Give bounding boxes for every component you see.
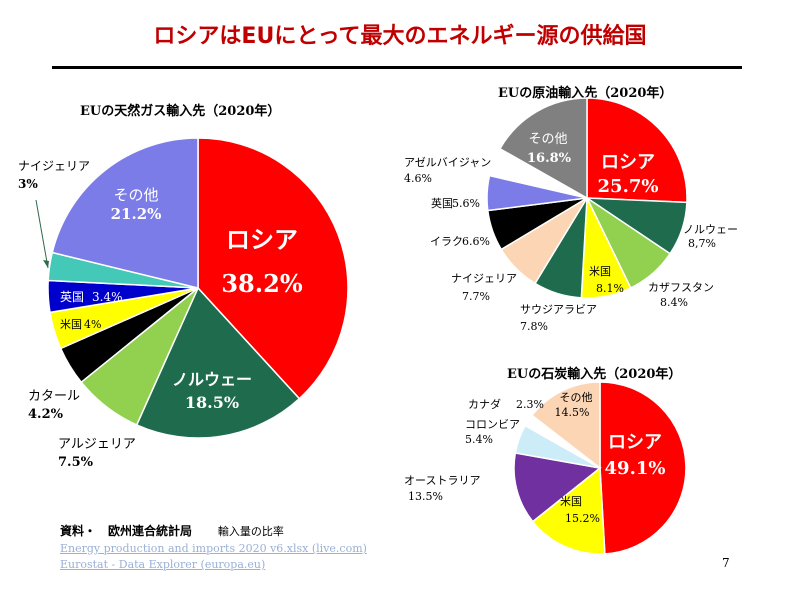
oil-label-1: ノルウェー <box>683 223 738 236</box>
oil-value-9: 16.8% <box>527 151 572 166</box>
oil-label-0: ロシア <box>601 152 655 173</box>
oil-value-7: 5.6% <box>452 197 480 210</box>
coal-label-2: オーストラリア <box>404 474 480 487</box>
oil-slice-9 <box>498 97 588 200</box>
oil-chart-title: EUの原油輸入先（2020年） <box>498 86 673 101</box>
source-note: 輸入量の比率 <box>217 525 284 538</box>
gas-slice-7 <box>51 137 199 289</box>
oil-value-3: 8.1% <box>596 282 624 295</box>
gas-label-1: ノルウェー <box>172 370 252 389</box>
coal-value-4: 2.3% <box>516 398 544 411</box>
oil-value-6: 6.6% <box>462 235 490 248</box>
gas-value-5: 3.4% <box>92 290 123 304</box>
oil-label-4: サウジアラビア <box>520 303 597 316</box>
gas-value-1: 18.5% <box>185 393 239 412</box>
oil-label-6: イラク <box>430 235 463 248</box>
coal-chart-title: EUの石炭輸入先（2020年） <box>507 367 682 382</box>
gas-label-5: 英国 <box>60 290 84 304</box>
oil-value-5: 7.7% <box>462 290 490 303</box>
oil-label-2: カザフスタン <box>648 281 714 294</box>
coal-value-1: 15.2% <box>565 512 600 525</box>
gas-value-7: 21.2% <box>111 205 162 223</box>
gas-pointer-arrow-icon <box>43 260 49 268</box>
oil-value-4: 7.8% <box>520 320 548 333</box>
coal-label-5: その他 <box>560 391 593 404</box>
gas-label-3: カタール <box>28 389 80 404</box>
coal-slice-1 <box>531 466 606 555</box>
coal-label-4: カナダ <box>468 397 501 411</box>
page-title: ロシアはEUにとって最大のエネルギー源の供給国 <box>153 24 647 49</box>
coal-label-1: 米国 <box>560 495 582 508</box>
coal-value-0: 49.1% <box>605 458 666 479</box>
oil-value-2: 8.4% <box>660 296 688 309</box>
gas-slice-0 <box>197 137 349 400</box>
gas-label-4: 米国 <box>60 318 82 331</box>
coal-value-2: 13.5% <box>408 490 443 503</box>
coal-slice-2 <box>513 452 602 523</box>
coal-slice-0 <box>599 381 687 555</box>
gas-chart-title: EUの天然ガス輸入先（2020年） <box>80 104 281 119</box>
oil-value-8: 4.6% <box>404 172 432 185</box>
link-eurostat[interactable]: Eurostat - Data Explorer (europa.eu) <box>60 558 266 571</box>
gas-value-3: 4.2% <box>28 407 64 422</box>
oil-label-5: ナイジェリア <box>451 272 517 285</box>
gas-value-0: 38.2% <box>221 269 302 298</box>
gas-label-2: アルジェリア <box>58 437 136 452</box>
source-label: 資料・ 欧州連合統計局 <box>60 524 193 538</box>
coal-label-0: ロシア <box>608 432 662 453</box>
coal-value-3: 5.4% <box>465 433 493 446</box>
coal-slice-5 <box>530 381 601 470</box>
gas-label-0: ロシア <box>226 226 298 254</box>
oil-label-9: その他 <box>528 132 567 147</box>
gas-value-2: 7.5% <box>58 455 94 470</box>
gas-value-6: 3% <box>18 177 38 191</box>
oil-value-0: 25.7% <box>598 176 659 197</box>
coal-value-5: 14.5% <box>555 406 590 419</box>
oil-slice-0 <box>586 97 688 204</box>
coal-label-3: コロンビア <box>465 418 520 431</box>
gas-pointer-line <box>35 199 49 269</box>
oil-value-1: 8,7% <box>688 237 716 250</box>
gas-label-7: その他 <box>113 186 158 204</box>
page-number: 7 <box>722 556 730 570</box>
oil-label-7: 英国 <box>431 196 453 210</box>
link-energy-xlsx[interactable]: Energy production and imports 2020 v6.xl… <box>60 542 367 555</box>
source-line: 資料・ 欧州連合統計局 輸入量の比率 <box>60 522 284 539</box>
oil-label-8: アゼルバイジャン <box>404 156 491 169</box>
gas-label-6: ナイジェリア <box>18 159 90 173</box>
gas-slice-1 <box>135 286 301 439</box>
title-divider <box>52 66 742 69</box>
oil-label-3: 米国 <box>589 265 611 278</box>
gas-value-4: 4% <box>84 318 101 331</box>
